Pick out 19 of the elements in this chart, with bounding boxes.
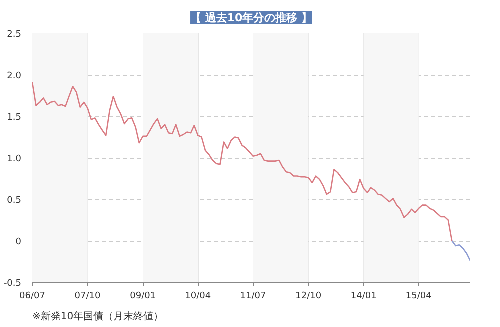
y-tick-label: 2.5: [7, 30, 22, 40]
x-tick-label: 09/01: [130, 292, 156, 302]
x-tick-label: 15/04: [406, 292, 432, 302]
x-tick-label: 12/10: [296, 292, 322, 302]
y-tick-label: 0: [16, 238, 22, 248]
text: ※新発10年国債（月末終値）: [32, 310, 164, 322]
y-tick-label: 1.0: [7, 154, 22, 164]
y-tick-label: 2.0: [7, 72, 22, 82]
chart-title: 【 過去10年分の推移 】: [190, 12, 312, 24]
y-tick-label: 0.5: [7, 196, 22, 206]
x-tick-label: 11/07: [240, 292, 266, 302]
x-tick-label: 06/07: [20, 292, 46, 302]
line-series: [451, 240, 470, 262]
x-tick-label: 07/10: [74, 292, 101, 302]
y-tick-label: 1.5: [7, 113, 22, 123]
y-tick-label: -0.5: [4, 279, 22, 289]
x-tick-label: 10/04: [185, 292, 212, 302]
line-series: [32, 82, 453, 242]
x-tick-label: 14/01: [350, 292, 377, 302]
